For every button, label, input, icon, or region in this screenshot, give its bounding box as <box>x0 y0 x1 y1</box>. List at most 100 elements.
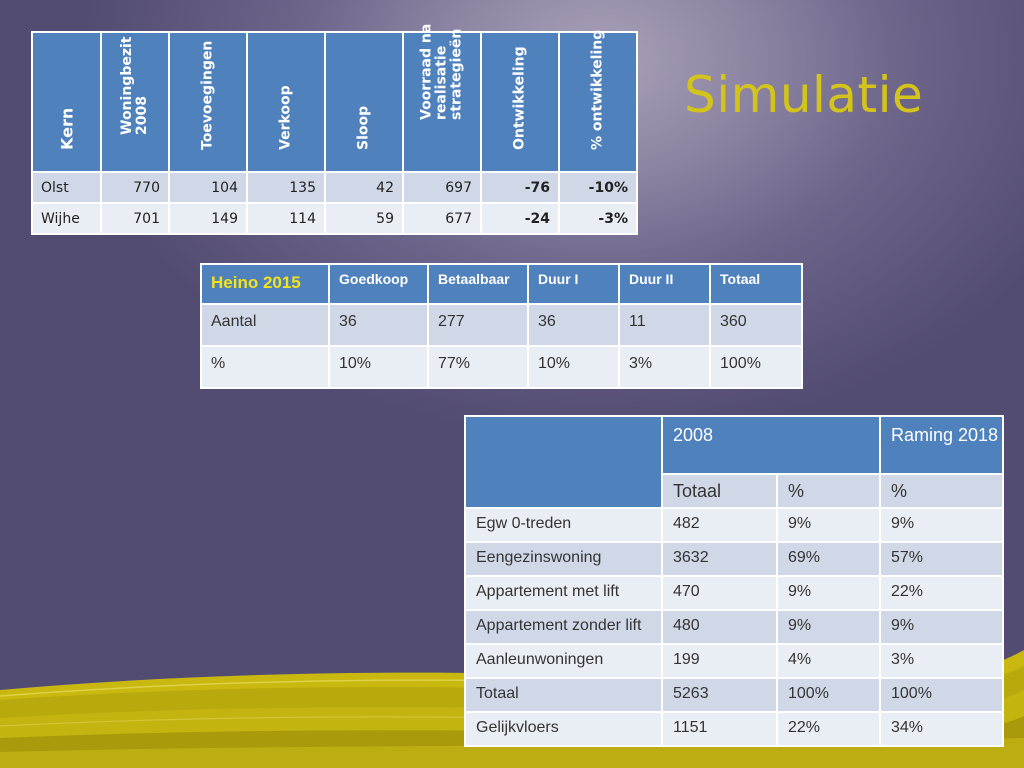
cell: 5263 <box>661 677 778 713</box>
cell: 9% <box>879 507 1004 543</box>
table-row: Appartement zonder lift 480 9% 9% <box>464 609 1004 645</box>
header-cell: Ontwikkeling <box>480 31 560 173</box>
header-toevoegingen: Toevoegingen <box>199 40 216 150</box>
cell: -3% <box>558 202 638 235</box>
cell: 59 <box>324 202 404 235</box>
header-pct-ontwikkeling: % ontwikkeling <box>589 29 606 150</box>
table-row: Totaal 5263 100% 100% <box>464 677 1004 713</box>
table-row: Wijhe 701 149 114 59 677 -24 -3% <box>31 202 638 235</box>
header-voorraad: Voorraad na realisatie strategieën <box>418 23 465 120</box>
heino-table-header-row: Heino 2015 Goedkoop Betaalbaar Duur I Du… <box>200 263 803 305</box>
cell: % <box>200 345 330 389</box>
header-duur-i: Duur I <box>527 263 620 305</box>
header-totaal: Totaal <box>709 263 803 305</box>
cell: 277 <box>427 303 529 347</box>
cell: 135 <box>246 171 326 204</box>
cell: 3% <box>879 643 1004 679</box>
woningtype-header-row: 2008 Raming 2018 <box>464 415 1004 509</box>
cell: 9% <box>776 507 881 543</box>
cell: 770 <box>100 171 170 204</box>
cell-kern: Olst <box>31 171 102 204</box>
cell: 42 <box>324 171 404 204</box>
slide-title: Simulatie <box>684 66 924 124</box>
cell: 1151 <box>661 711 778 747</box>
cell-type: Appartement met lift <box>464 575 663 611</box>
cell: 11 <box>618 303 711 347</box>
cell: 22% <box>879 575 1004 611</box>
header-kern: Kern <box>57 107 76 150</box>
cell: 9% <box>776 609 881 645</box>
table-row: Olst 770 104 135 42 697 -76 -10% <box>31 171 638 204</box>
header-woningbezit: Woningbezit 2008 <box>119 36 150 135</box>
header-cell: Voorraad na realisatie strategieën <box>402 24 482 173</box>
cell: Aantal <box>200 303 330 347</box>
heino-table: Heino 2015 Goedkoop Betaalbaar Duur I Du… <box>200 263 803 389</box>
cell: 34% <box>879 711 1004 747</box>
subheader-totaal: Totaal <box>661 473 778 509</box>
cell-type: Egw 0-treden <box>464 507 663 543</box>
cell: 57% <box>879 541 1004 577</box>
header-verkoop: Verkoop <box>277 85 294 150</box>
header-cell: % ontwikkeling <box>558 29 638 173</box>
header-cell: Woningbezit 2008 <box>100 31 170 173</box>
cell-type: Eengezinswoning <box>464 541 663 577</box>
cell: 3632 <box>661 541 778 577</box>
cell: 100% <box>879 677 1004 713</box>
subheader-pct-raming: % <box>879 473 1004 509</box>
header-duur-ii: Duur II <box>618 263 711 305</box>
cell: 36 <box>527 303 620 347</box>
cell: -10% <box>558 171 638 204</box>
cell: 482 <box>661 507 778 543</box>
cell: 480 <box>661 609 778 645</box>
cell: 36 <box>328 303 429 347</box>
cell: 104 <box>168 171 248 204</box>
cell-type: Appartement zonder lift <box>464 609 663 645</box>
cell: 9% <box>879 609 1004 645</box>
kern-table-header-row: Kern Woningbezit 2008 Toevoegingen Verkoo… <box>31 24 638 173</box>
header-cell: Toevoegingen <box>168 31 248 173</box>
header-2008: 2008 <box>661 415 881 475</box>
table-row: Aantal 36 277 36 11 360 <box>200 303 803 347</box>
table-row: Eengezinswoning 3632 69% 57% <box>464 541 1004 577</box>
cell: 100% <box>776 677 881 713</box>
cell: 701 <box>100 202 170 235</box>
cell: 470 <box>661 575 778 611</box>
header-cell: Verkoop <box>246 31 326 173</box>
cell: -24 <box>480 202 560 235</box>
cell: 9% <box>776 575 881 611</box>
table-row: Gelijkvloers 1151 22% 34% <box>464 711 1004 747</box>
cell: 360 <box>709 303 803 347</box>
header-blank <box>464 415 663 509</box>
header-heino: Heino 2015 <box>200 263 330 305</box>
cell-type: Gelijkvloers <box>464 711 663 747</box>
header-ontwikkeling: Ontwikkeling <box>511 46 528 150</box>
cell: 114 <box>246 202 326 235</box>
woningtype-subheader-row: Totaal % % <box>465 473 1004 509</box>
subheader-pct: % <box>776 473 881 509</box>
table-row: Aanleunwoningen 199 4% 3% <box>464 643 1004 679</box>
table-row: Appartement met lift 470 9% 22% <box>464 575 1004 611</box>
header-betaalbaar: Betaalbaar <box>427 263 529 305</box>
kern-table: Kern Woningbezit 2008 Toevoegingen Verkoo… <box>31 24 638 235</box>
header-sloop: Sloop <box>355 105 372 150</box>
table-row: % 10% 77% 10% 3% 100% <box>200 345 803 389</box>
cell: 4% <box>776 643 881 679</box>
cell: 677 <box>402 202 482 235</box>
cell: 10% <box>527 345 620 389</box>
woningtype-table: 2008 Raming 2018 Totaal % % Egw 0-treden… <box>464 415 1004 747</box>
cell: 697 <box>402 171 482 204</box>
cell-type: Totaal <box>464 677 663 713</box>
header-cell: Kern <box>31 31 102 173</box>
cell: -76 <box>480 171 560 204</box>
cell-type: Aanleunwoningen <box>464 643 663 679</box>
table-row: Egw 0-treden 482 9% 9% <box>464 507 1004 543</box>
header-raming: Raming 2018 <box>879 415 1004 475</box>
cell: 149 <box>168 202 248 235</box>
cell: 10% <box>328 345 429 389</box>
header-goedkoop: Goedkoop <box>328 263 429 305</box>
cell: 69% <box>776 541 881 577</box>
cell: 22% <box>776 711 881 747</box>
cell: 3% <box>618 345 711 389</box>
cell: 199 <box>661 643 778 679</box>
cell: 77% <box>427 345 529 389</box>
